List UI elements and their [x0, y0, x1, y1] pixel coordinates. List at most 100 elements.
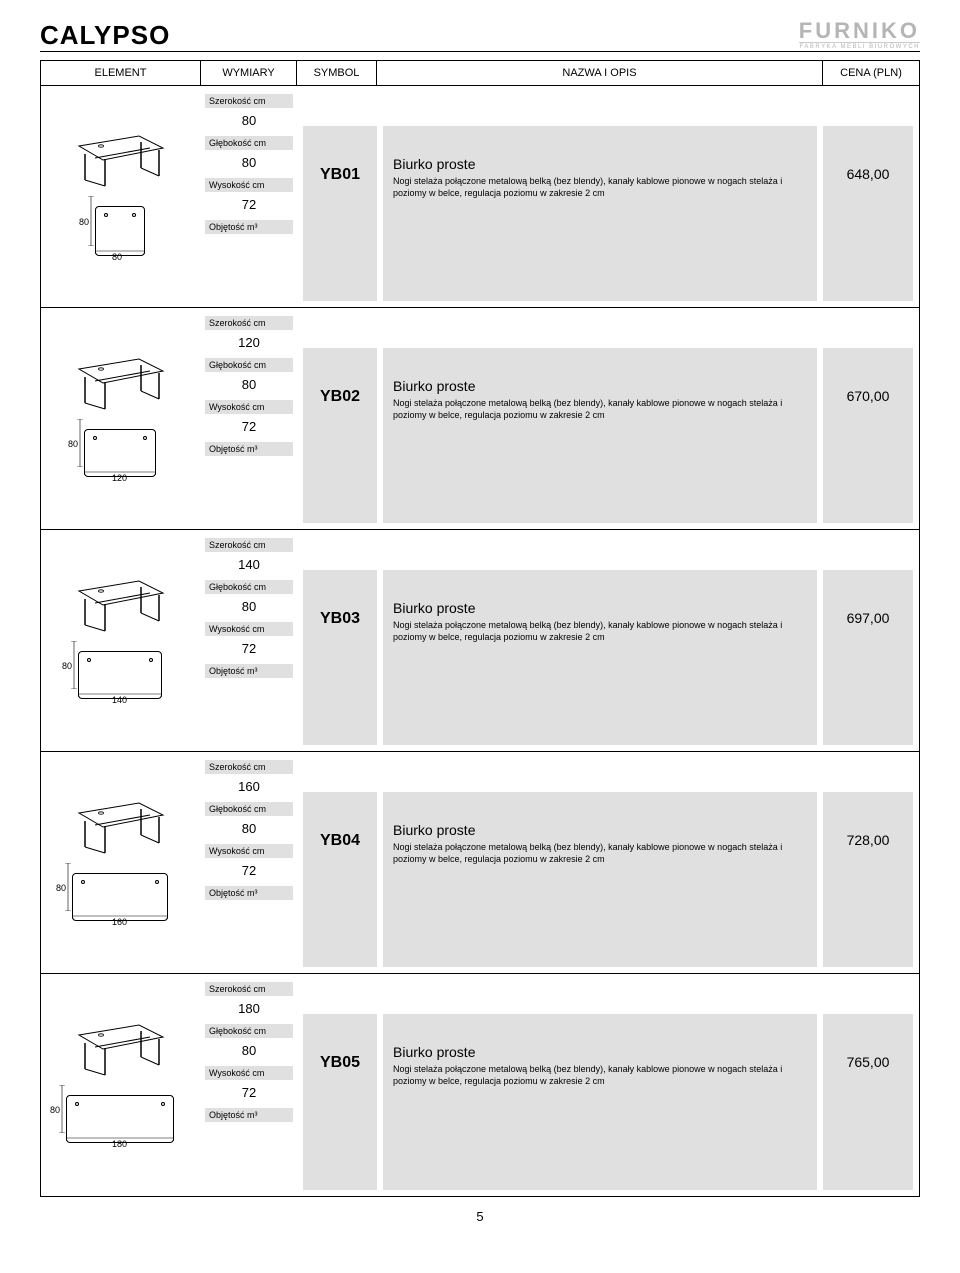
product-title: Biurko proste [393, 156, 807, 172]
brand-name: FURNIKO [799, 20, 920, 42]
element-cell: 80 120 [41, 308, 201, 529]
height-label: Wysokość cm [205, 844, 293, 858]
symbol-box: YB01 [303, 126, 377, 301]
product-title: Biurko proste [393, 378, 807, 394]
header-nazwa: NAZWA I OPIS [377, 61, 823, 85]
width-label: Szerokość cm [205, 538, 293, 552]
width-value: 140 [205, 554, 293, 578]
volume-label: Objętość m³ [205, 886, 293, 900]
table-header: ELEMENT WYMIARY SYMBOL NAZWA I OPIS CENA… [41, 61, 919, 86]
page-number: 5 [40, 1209, 920, 1224]
header-wymiary: WYMIARY [201, 61, 297, 85]
content-cell: YB03 Biurko proste Nogi stelaża połączon… [297, 530, 919, 751]
description-box: Biurko proste Nogi stelaża połączone met… [383, 348, 817, 523]
depth-value: 80 [205, 596, 293, 620]
product-description: Nogi stelaża połączone metalową belką (b… [393, 1064, 807, 1087]
width-value: 180 [205, 998, 293, 1022]
product-row: 80 160 Szerokość cm 160 Głębokość cm 80 … [41, 752, 919, 974]
desk-iso-icon [71, 795, 171, 855]
depth-label: Głębokość cm [205, 1024, 293, 1038]
height-label: Wysokość cm [205, 178, 293, 192]
width-value: 80 [205, 110, 293, 134]
width-value: 160 [205, 776, 293, 800]
height-value: 72 [205, 194, 293, 218]
product-title: Biurko proste [393, 1044, 807, 1060]
product-row: 80 140 Szerokość cm 140 Głębokość cm 80 … [41, 530, 919, 752]
width-value: 120 [205, 332, 293, 356]
collection-title: CALYPSO [40, 20, 170, 51]
depth-value: 80 [205, 152, 293, 176]
symbol-box: YB03 [303, 570, 377, 745]
dimensions-cell: Szerokość cm 160 Głębokość cm 80 Wysokoś… [201, 752, 297, 973]
dimensions-cell: Szerokość cm 80 Głębokość cm 80 Wysokość… [201, 86, 297, 307]
volume-label: Objętość m³ [205, 664, 293, 678]
content-cell: YB02 Biurko proste Nogi stelaża połączon… [297, 308, 919, 529]
symbol-box: YB05 [303, 1014, 377, 1190]
price-box: 765,00 [823, 1014, 913, 1190]
product-title: Biurko proste [393, 822, 807, 838]
depth-label: Głębokość cm [205, 580, 293, 594]
width-label: Szerokość cm [205, 316, 293, 330]
desk-plan-icon: 80 160 [58, 863, 184, 931]
dimensions-cell: Szerokość cm 140 Głębokość cm 80 Wysokoś… [201, 530, 297, 751]
price-box: 728,00 [823, 792, 913, 967]
header-symbol: SYMBOL [297, 61, 377, 85]
product-description: Nogi stelaża połączone metalową belką (b… [393, 176, 807, 199]
dimensions-cell: Szerokość cm 120 Głębokość cm 80 Wysokoś… [201, 308, 297, 529]
depth-label: Głębokość cm [205, 136, 293, 150]
brand-logo: FURNIKO FABRYKA MEBLI BIUROWYCH [799, 20, 920, 50]
price-box: 670,00 [823, 348, 913, 523]
desk-iso-icon [71, 1017, 171, 1077]
page-header: CALYPSO FURNIKO FABRYKA MEBLI BIUROWYCH [40, 20, 920, 52]
content-cell: YB05 Biurko proste Nogi stelaża połączon… [297, 974, 919, 1196]
header-element: ELEMENT [41, 61, 201, 85]
depth-value: 80 [205, 374, 293, 398]
description-box: Biurko proste Nogi stelaża połączone met… [383, 570, 817, 745]
description-box: Biurko proste Nogi stelaża połączone met… [383, 126, 817, 301]
product-description: Nogi stelaża połączone metalową belką (b… [393, 620, 807, 643]
depth-value: 80 [205, 818, 293, 842]
product-title: Biurko proste [393, 600, 807, 616]
width-label: Szerokość cm [205, 982, 293, 996]
product-description: Nogi stelaża połączone metalową belką (b… [393, 842, 807, 865]
height-label: Wysokość cm [205, 1066, 293, 1080]
width-label: Szerokość cm [205, 760, 293, 774]
volume-label: Objętość m³ [205, 1108, 293, 1122]
depth-value: 80 [205, 1040, 293, 1064]
height-value: 72 [205, 638, 293, 662]
product-row: 80 180 Szerokość cm 180 Głębokość cm 80 … [41, 974, 919, 1196]
product-description: Nogi stelaża połączone metalową belką (b… [393, 398, 807, 421]
content-cell: YB04 Biurko proste Nogi stelaża połączon… [297, 752, 919, 973]
desk-plan-icon: 80 180 [52, 1085, 190, 1153]
height-value: 72 [205, 416, 293, 440]
height-value: 72 [205, 860, 293, 884]
brand-subtitle: FABRYKA MEBLI BIUROWYCH [799, 42, 920, 50]
description-box: Biurko proste Nogi stelaża połączone met… [383, 1014, 817, 1190]
product-row: 80 120 Szerokość cm 120 Głębokość cm 80 … [41, 308, 919, 530]
volume-label: Objętość m³ [205, 442, 293, 456]
element-cell: 80 140 [41, 530, 201, 751]
depth-label: Głębokość cm [205, 358, 293, 372]
height-label: Wysokość cm [205, 400, 293, 414]
desk-iso-icon [71, 351, 171, 411]
height-label: Wysokość cm [205, 622, 293, 636]
depth-label: Głębokość cm [205, 802, 293, 816]
description-box: Biurko proste Nogi stelaża połączone met… [383, 792, 817, 967]
product-table: ELEMENT WYMIARY SYMBOL NAZWA I OPIS CENA… [40, 60, 920, 1197]
element-cell: 80 180 [41, 974, 201, 1196]
height-value: 72 [205, 1082, 293, 1106]
header-cena: CENA (PLN) [823, 61, 919, 85]
desk-iso-icon [71, 128, 171, 188]
symbol-box: YB02 [303, 348, 377, 523]
symbol-box: YB04 [303, 792, 377, 967]
dimensions-cell: Szerokość cm 180 Głębokość cm 80 Wysokoś… [201, 974, 297, 1196]
product-row: 80 80 Szerokość cm 80 Głębokość cm 80 Wy… [41, 86, 919, 308]
desk-plan-icon: 80 140 [64, 641, 178, 709]
volume-label: Objętość m³ [205, 220, 293, 234]
price-box: 697,00 [823, 570, 913, 745]
element-cell: 80 80 [41, 86, 201, 307]
price-box: 648,00 [823, 126, 913, 301]
content-cell: YB01 Biurko proste Nogi stelaża połączon… [297, 86, 919, 307]
desk-plan-icon: 80 120 [70, 419, 172, 487]
width-label: Szerokość cm [205, 94, 293, 108]
